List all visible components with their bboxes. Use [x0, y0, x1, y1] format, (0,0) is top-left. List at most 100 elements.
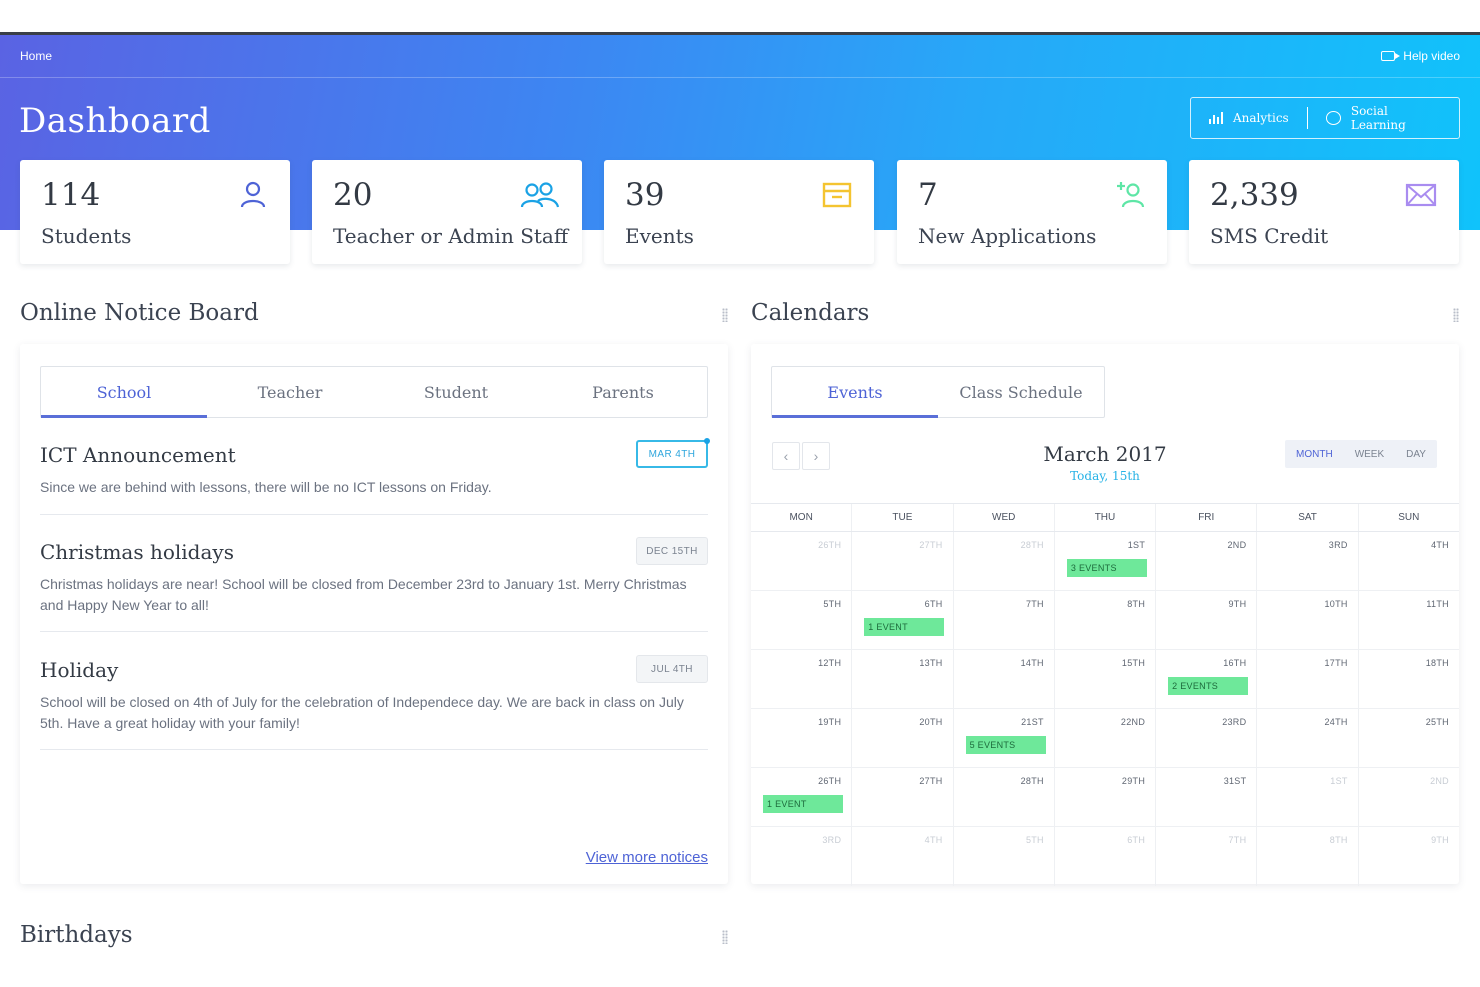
calendar-day-cell[interactable]: 6TH: [1053, 827, 1155, 886]
tab-school[interactable]: School: [41, 367, 207, 418]
calendar-day-cell[interactable]: 22ND: [1053, 709, 1155, 767]
stat-value: 2,339: [1210, 177, 1299, 213]
event-count-badge[interactable]: 1 EVENT: [763, 795, 843, 813]
calendar-day-cell[interactable]: 15TH: [1053, 650, 1155, 708]
calendar-day-cell[interactable]: 28TH: [952, 532, 1054, 590]
calendar-day-cell[interactable]: 17TH: [1256, 650, 1357, 708]
day-number: 8TH: [1127, 599, 1146, 609]
tab-class-schedule[interactable]: Class Schedule: [959, 382, 1083, 402]
notice-body: School will be closed on 4th of July for…: [40, 694, 684, 731]
calendar-day-cell[interactable]: 11TH: [1357, 591, 1459, 649]
calendar-day-cell[interactable]: 8TH: [1256, 827, 1357, 886]
notice-item[interactable]: Christmas holidays DEC 15TH Christmas ho…: [40, 537, 708, 632]
drag-handle-icon[interactable]: [722, 308, 728, 322]
calendar-day-cell[interactable]: 29TH: [1053, 768, 1155, 826]
calendar-day-cell[interactable]: 8TH: [1053, 591, 1155, 649]
stat-card-sms[interactable]: 2,339 SMS Credit: [1189, 160, 1459, 264]
calendar-day-cell[interactable]: 23RD: [1155, 709, 1256, 767]
users-icon: [520, 182, 560, 208]
tab-student[interactable]: Student: [423, 382, 489, 402]
help-video-label: Help video: [1403, 49, 1460, 63]
calendar-day-cell[interactable]: 5TH: [952, 827, 1054, 886]
calendar-day-cell[interactable]: 2ND: [1357, 768, 1459, 826]
calendar-day-cell[interactable]: 2ND: [1155, 532, 1256, 590]
stat-card-students[interactable]: 114 Students: [20, 160, 290, 264]
day-number: 10TH: [1324, 599, 1348, 609]
event-count-badge[interactable]: 3 EVENTS: [1066, 559, 1147, 577]
bar-chart-icon: [1209, 112, 1223, 124]
calendar-day-cell[interactable]: 24TH: [1256, 709, 1357, 767]
day-number: 21ST: [1021, 717, 1044, 727]
weekday-header: MON TUE WED THU FRI SAT SUN: [751, 504, 1459, 532]
calendar-panel: Events Class Schedule ‹ › March 2017 Tod…: [751, 344, 1459, 886]
notice-item[interactable]: ICT Announcement MAR 4TH Since we are be…: [40, 438, 710, 515]
weekday-label: MON: [789, 512, 813, 523]
calendar-day-cell[interactable]: 7TH: [1155, 827, 1256, 886]
calendar-day-cell[interactable]: 16TH 2 EVENTS: [1155, 650, 1256, 708]
prev-month-button[interactable]: ‹: [772, 442, 800, 470]
weekday-label: SUN: [1357, 504, 1459, 531]
drag-handle-icon[interactable]: [1453, 308, 1459, 322]
calendar-day-cell[interactable]: 14TH: [952, 650, 1054, 708]
chat-bubble-icon: [1325, 111, 1341, 125]
chevron-right-icon: ›: [813, 448, 819, 464]
stat-value: 114: [41, 177, 101, 213]
day-number: 4TH: [1431, 540, 1449, 550]
calendar-day-cell[interactable]: 20TH: [851, 709, 952, 767]
calendar-day-cell[interactable]: 27TH: [851, 768, 952, 826]
chevron-left-icon: ‹: [783, 448, 789, 464]
calendar-day-cell[interactable]: 27TH: [851, 532, 952, 590]
tab-parents[interactable]: Parents: [592, 382, 654, 402]
day-number: 25TH: [1425, 717, 1449, 727]
calendar-day-cell[interactable]: 28TH: [952, 768, 1054, 826]
calendar-day-cell[interactable]: 5TH: [751, 591, 851, 649]
tab-events[interactable]: Events: [772, 367, 938, 418]
view-week-button[interactable]: WEEK: [1354, 448, 1385, 460]
drag-handle-icon[interactable]: [722, 930, 728, 944]
calendar-view-switch: MONTH WEEK DAY: [1285, 440, 1437, 468]
analytics-button[interactable]: Analytics: [1191, 107, 1307, 129]
event-count-badge[interactable]: 5 EVENTS: [965, 736, 1046, 754]
calendar-day-cell[interactable]: 31ST: [1155, 768, 1256, 826]
day-number: 4TH: [924, 835, 943, 845]
weekday-label: THU: [1053, 504, 1155, 531]
calendar-day-cell[interactable]: 19TH: [751, 709, 851, 767]
notice-date: JUL 4TH: [651, 663, 693, 675]
calendar-day-cell[interactable]: 21ST 5 EVENTS: [952, 709, 1054, 767]
view-month-button[interactable]: MONTH: [1296, 448, 1333, 460]
calendar-day-cell[interactable]: 13TH: [851, 650, 952, 708]
calendar-day-cell[interactable]: 9TH: [1155, 591, 1256, 649]
weekday-label: SAT: [1256, 504, 1357, 531]
calendar-day-cell[interactable]: 1ST: [1256, 768, 1357, 826]
calendar-day-cell[interactable]: 12TH: [751, 650, 851, 708]
notice-item[interactable]: Holiday JUL 4TH School will be closed on…: [40, 655, 708, 750]
calendar-day-cell[interactable]: 10TH: [1256, 591, 1357, 649]
calendar-day-cell[interactable]: 3RD: [751, 827, 851, 886]
stat-card-applications[interactable]: 7 New Applications: [897, 160, 1167, 264]
calendar-day-cell[interactable]: 18TH: [1357, 650, 1459, 708]
next-month-button[interactable]: ›: [802, 442, 830, 470]
calendar-day-cell[interactable]: 9TH: [1357, 827, 1459, 886]
calendar-day-cell[interactable]: 26TH 1 EVENT: [751, 768, 851, 826]
social-learning-button[interactable]: Social Learning: [1308, 104, 1459, 132]
stat-card-staff[interactable]: 20 Teacher or Admin Staff: [312, 160, 582, 264]
event-count-badge[interactable]: 1 EVENT: [864, 618, 945, 636]
notice-title: Holiday: [40, 658, 119, 682]
view-day-button[interactable]: DAY: [1406, 448, 1426, 460]
view-more-notices-link[interactable]: View more notices: [585, 849, 708, 866]
breadcrumb[interactable]: Home: [20, 49, 53, 63]
stat-card-events[interactable]: 39 Events: [604, 160, 874, 264]
calendar-day-cell[interactable]: 7TH: [952, 591, 1054, 649]
calendar-day-cell[interactable]: 4TH: [1357, 532, 1459, 590]
calendar-day-cell[interactable]: 6TH 1 EVENT: [851, 591, 952, 649]
help-video-link[interactable]: Help video: [1381, 49, 1460, 63]
calendar-day-cell[interactable]: 25TH: [1357, 709, 1459, 767]
social-learning-label: Social Learning: [1350, 104, 1406, 132]
calendar-day-cell[interactable]: 4TH: [851, 827, 952, 886]
calendar-day-cell[interactable]: 1ST 3 EVENTS: [1053, 532, 1155, 590]
calendar-day-cell[interactable]: 26TH: [751, 532, 851, 590]
event-count-badge[interactable]: 2 EVENTS: [1168, 677, 1249, 695]
notice-tabs: School Teacher Student Parents: [40, 366, 708, 418]
tab-teacher[interactable]: Teacher: [257, 382, 323, 402]
calendar-day-cell[interactable]: 3RD: [1256, 532, 1357, 590]
